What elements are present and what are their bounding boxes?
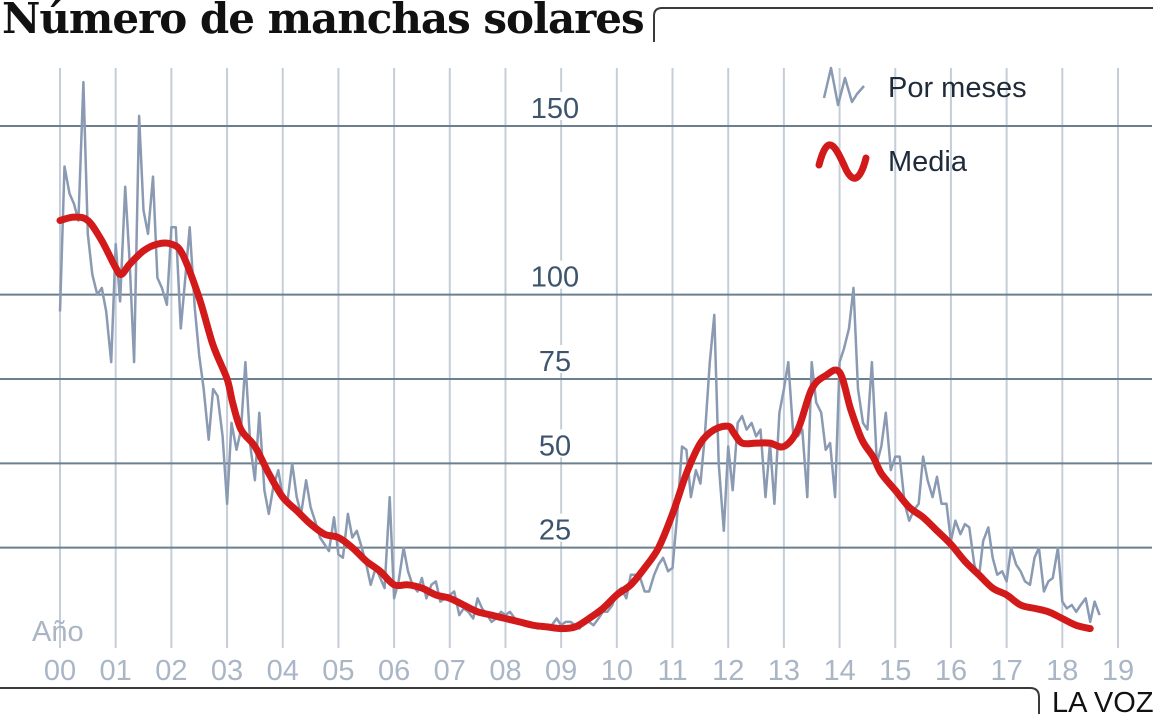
y-tick-label: 100 <box>531 262 579 294</box>
legend: Por meses Media <box>815 66 1027 182</box>
x-tick-label: 08 <box>489 655 521 687</box>
x-tick-label-background <box>761 652 806 684</box>
x-tick-label-background <box>594 652 639 684</box>
y-tick-label-background <box>524 92 586 120</box>
y-tick-label-background <box>524 429 586 458</box>
legend-monthly-swatch <box>822 66 865 107</box>
legend-average-label: Media <box>888 146 968 178</box>
x-tick-label: 14 <box>823 655 855 687</box>
y-tick-label-background <box>524 513 586 542</box>
y-tick-label: 25 <box>539 515 571 547</box>
y-tick-label-background <box>524 345 586 373</box>
x-tick-label-background <box>149 652 194 684</box>
x-tick-label-background <box>539 652 584 684</box>
x-tick-label-background <box>650 652 695 684</box>
y-tick-label: 50 <box>539 430 571 462</box>
chart-title: Número de manchas solares <box>2 0 645 43</box>
x-tick-label-background <box>260 652 305 684</box>
x-tick-label-background <box>205 652 250 684</box>
x-tick-label-background <box>1096 652 1140 684</box>
x-tick-label-background <box>316 652 361 684</box>
x-tick-label: 07 <box>434 655 466 687</box>
x-tick-label-background <box>706 652 751 684</box>
x-axis-label: Año <box>32 616 84 648</box>
x-tick-label: 15 <box>879 655 911 687</box>
horizontal-gridlines <box>0 125 1152 549</box>
x-tick-label: 11 <box>657 655 687 687</box>
x-tick-label-background <box>873 652 918 684</box>
x-tick-label-background <box>928 652 973 684</box>
x-tick-label-background <box>984 652 1029 684</box>
x-tick-label: 01 <box>100 655 132 687</box>
x-tick-label: 12 <box>712 655 744 687</box>
x-tick-label: 16 <box>935 655 967 687</box>
x-tick-label: 06 <box>378 655 410 687</box>
x-tick-label: 05 <box>322 655 354 687</box>
x-tick-label-background <box>38 652 82 684</box>
x-tick-label-background <box>372 652 417 684</box>
average-series-line <box>56 213 1094 633</box>
x-tick-label-background <box>427 652 472 684</box>
x-tick-label: 13 <box>768 655 800 687</box>
x-tick-label-background <box>817 652 862 684</box>
title-bracket <box>653 7 1153 42</box>
legend-monthly-label: Por meses <box>888 72 1027 104</box>
x-tick-labels: 00 01 02 03 04 05 06 07 08 09 10 11 12 13 14 15 16 17 18 19 <box>38 652 1140 687</box>
x-tick-label: 10 <box>601 655 633 687</box>
x-tick-label: 19 <box>1102 655 1134 687</box>
x-tick-label: 18 <box>1046 655 1078 687</box>
y-tick-label: 75 <box>539 346 571 378</box>
y-tick-label-background <box>524 260 586 289</box>
x-tick-label: 02 <box>155 655 187 687</box>
y-tick-label: 150 <box>531 93 579 125</box>
x-tick-label-background <box>483 652 528 684</box>
brand-logo-text: LA VOZ <box>1052 687 1154 718</box>
footer-rule <box>0 687 1040 714</box>
x-tick-label: 09 <box>545 655 577 687</box>
legend-average-swatch <box>815 141 870 182</box>
x-tick-label: 00 <box>44 655 76 687</box>
x-tick-label: 04 <box>267 655 299 687</box>
x-tick-label: 03 <box>211 655 243 687</box>
y-tick-labels: 25 50 75 100 150 <box>524 92 586 547</box>
x-tick-label-background <box>93 652 138 684</box>
x-tick-label-background <box>1040 652 1085 684</box>
x-tick-label: 17 <box>990 655 1022 687</box>
